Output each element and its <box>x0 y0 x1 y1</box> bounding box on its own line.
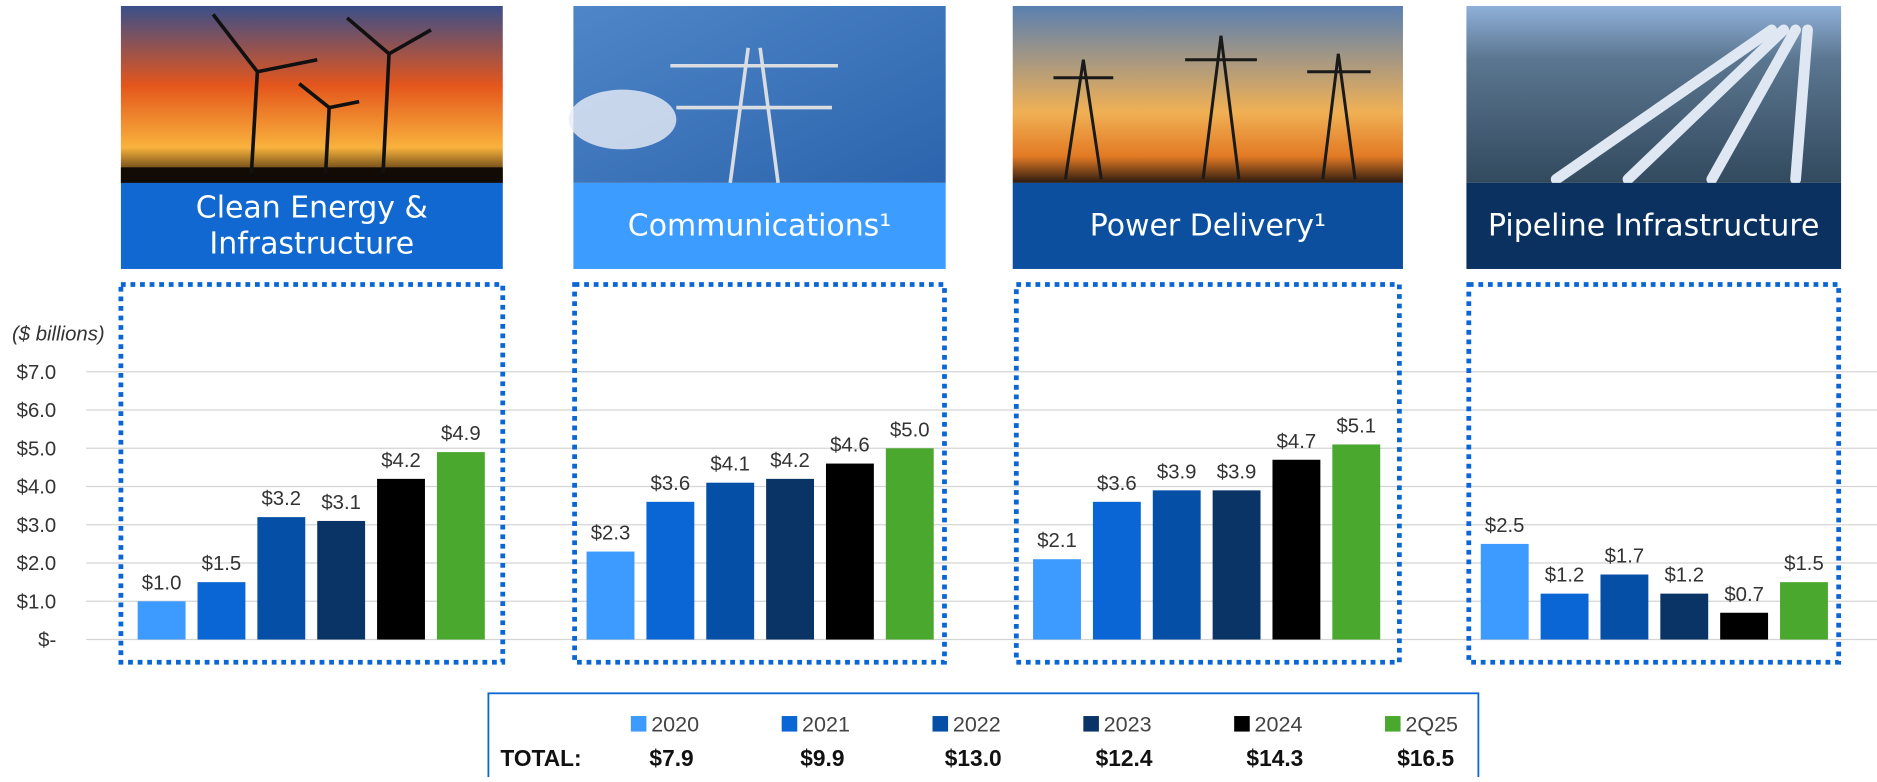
legend-swatch <box>933 716 949 732</box>
value-label: $3.9 <box>1217 461 1257 483</box>
value-label: $4.2 <box>770 450 810 472</box>
value-label: $4.6 <box>830 435 870 457</box>
value-label: $1.7 <box>1605 546 1645 568</box>
value-label: $3.2 <box>262 488 302 510</box>
page: Clean Energy & Infrastructure Communicati… <box>0 0 1877 777</box>
total-value: $14.3 <box>1246 745 1303 771</box>
bar <box>437 452 485 639</box>
bar <box>198 582 246 639</box>
bar <box>1272 460 1320 640</box>
chart: Clean Energy & Infrastructure Communicati… <box>0 0 1877 777</box>
bar <box>1660 594 1708 640</box>
y-tick-label: $5.0 <box>17 438 57 460</box>
y-tick-label: $7.0 <box>17 362 57 384</box>
bar <box>1213 490 1261 639</box>
bar <box>257 517 305 639</box>
value-label: $4.1 <box>710 454 750 476</box>
y-axis-label: ($ billions) <box>12 324 105 346</box>
segment-title: Pipeline Infrastructure <box>1466 183 1841 269</box>
bar <box>1720 613 1768 640</box>
value-label: $2.5 <box>1485 515 1525 537</box>
total-value: $7.9 <box>649 745 693 771</box>
legend-label: 2021 <box>802 713 850 737</box>
segment-header-label: Communications¹ <box>573 183 945 269</box>
totals-label: TOTAL: <box>500 745 581 771</box>
bar <box>317 521 365 640</box>
value-label: $4.7 <box>1277 431 1317 453</box>
segment-header-label: Clean Energy & Infrastructure <box>121 183 503 269</box>
legend-label: 2020 <box>651 713 699 737</box>
bar <box>1541 594 1589 640</box>
legend-swatch <box>631 716 647 732</box>
bar <box>646 502 694 640</box>
segment-title: Communications¹ <box>573 183 945 269</box>
value-label: $3.9 <box>1157 461 1197 483</box>
segment-header-label: Pipeline Infrastructure <box>1466 183 1841 269</box>
bar <box>1481 544 1529 640</box>
segment-title: Clean Energy & Infrastructure <box>121 183 503 269</box>
value-label: $3.6 <box>651 473 691 495</box>
total-value: $9.9 <box>800 745 844 771</box>
value-label: $0.7 <box>1724 584 1764 606</box>
bar <box>1332 444 1380 639</box>
legend-swatch <box>1385 716 1401 732</box>
value-label: $1.5 <box>1784 553 1824 575</box>
y-tick-label: $6.0 <box>17 400 57 422</box>
bar <box>766 479 814 640</box>
value-label: $2.3 <box>591 523 631 545</box>
bar <box>1153 490 1201 639</box>
bar <box>587 552 635 640</box>
bar <box>706 483 754 640</box>
segment-header-label: Power Delivery¹ <box>1013 183 1403 269</box>
value-label: $4.2 <box>381 450 421 472</box>
bar <box>886 448 934 639</box>
value-label: $3.6 <box>1097 473 1137 495</box>
total-value: $16.5 <box>1397 745 1454 771</box>
legend-label: 2023 <box>1104 713 1152 737</box>
value-label: $3.1 <box>321 492 361 514</box>
y-tick-label: $- <box>38 630 56 652</box>
value-label: $1.0 <box>142 572 182 594</box>
value-label: $1.2 <box>1545 565 1585 587</box>
value-label: $4.9 <box>441 423 481 445</box>
bar <box>1600 575 1648 640</box>
y-tick-label: $2.0 <box>17 553 57 575</box>
y-tick-label: $4.0 <box>17 477 57 499</box>
value-label: $1.5 <box>202 553 242 575</box>
value-label: $5.1 <box>1336 416 1376 438</box>
total-value: $12.4 <box>1096 745 1153 771</box>
bar <box>1033 559 1081 639</box>
segment-title: Power Delivery¹ <box>1013 183 1403 269</box>
photo <box>121 6 1841 183</box>
bar <box>377 479 425 640</box>
y-tick-label: $3.0 <box>17 515 57 537</box>
value-label: $5.0 <box>890 419 930 441</box>
legend-swatch <box>1234 716 1250 732</box>
y-tick-label: $1.0 <box>17 591 57 613</box>
bar <box>1093 502 1141 640</box>
value-label: $2.1 <box>1037 530 1077 552</box>
bar <box>1780 582 1828 639</box>
value-label: $1.2 <box>1664 565 1704 587</box>
bar <box>138 601 186 639</box>
legend-label: 2Q25 <box>1405 713 1458 737</box>
legend-label: 2022 <box>953 713 1001 737</box>
legend-label: 2024 <box>1255 713 1303 737</box>
legend-swatch <box>782 716 798 732</box>
legend-swatch <box>1083 716 1099 732</box>
total-value: $13.0 <box>945 745 1002 771</box>
bar <box>826 464 874 640</box>
